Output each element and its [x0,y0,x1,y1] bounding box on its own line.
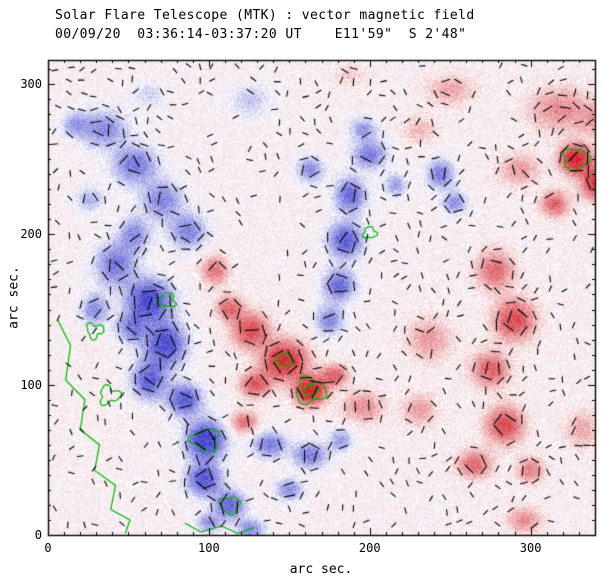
x-axis-label: arc sec. [289,562,353,577]
x-tick-label: 100 [198,541,220,555]
plot-subtitle: 00/09/20 03:36:14-03:37:20 UT E11'59" S … [55,27,467,42]
y-tick-label: 0 [34,528,42,542]
y-axis-label: arc sec. [6,266,22,329]
y-tick-label: 100 [20,377,42,392]
y-tick-label: 300 [20,77,42,92]
y-tick-label: 200 [20,227,42,242]
plot-title: Solar Flare Telescope (MTK) : vector mag… [55,8,475,23]
x-tick-label: 300 [519,541,542,555]
x-tick-label: 0 [44,541,52,555]
x-tick-label: 200 [358,541,381,555]
